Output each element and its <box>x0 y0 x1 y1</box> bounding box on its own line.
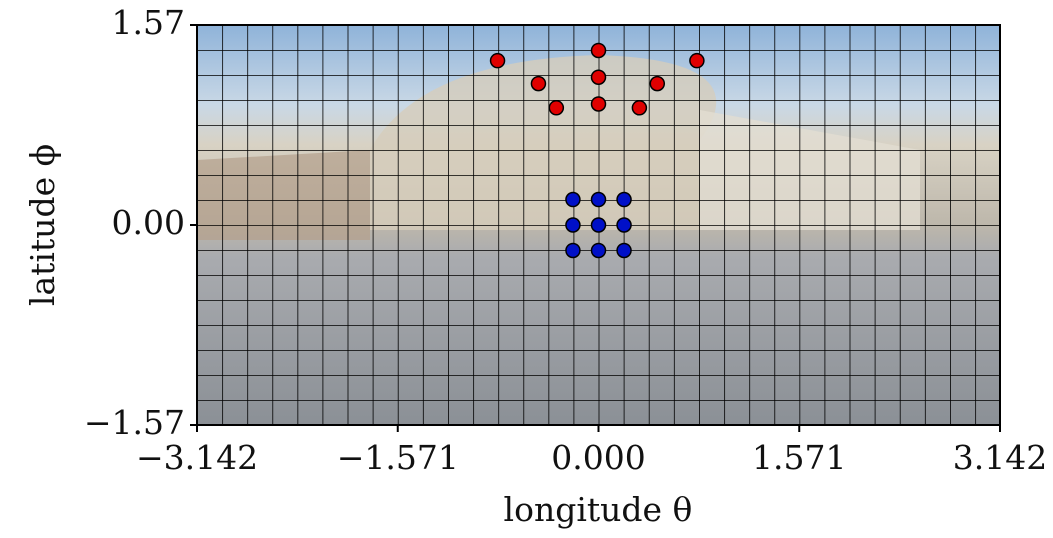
point <box>566 218 580 232</box>
point <box>617 193 631 207</box>
point <box>632 101 646 115</box>
point <box>531 77 545 91</box>
point <box>592 193 606 207</box>
chart: longitude θ latitude ϕ −3.142−1.5710.000… <box>0 0 1053 538</box>
y-axis-label: latitude ϕ <box>23 144 62 306</box>
point <box>592 243 606 257</box>
point <box>491 54 505 68</box>
point <box>549 101 563 115</box>
point <box>592 43 606 57</box>
point <box>650 77 664 91</box>
point <box>690 54 704 68</box>
y-tick-label: 0.00 <box>112 203 185 242</box>
point <box>592 70 606 84</box>
y-tick-label: 1.57 <box>112 3 185 42</box>
point <box>566 193 580 207</box>
x-tick-label: 0.000 <box>551 438 645 477</box>
x-axis-label: longitude θ <box>504 490 693 529</box>
x-tick-label: 3.142 <box>953 438 1047 477</box>
point <box>592 218 606 232</box>
point <box>617 218 631 232</box>
y-tick-label: −1.57 <box>84 403 185 442</box>
point <box>592 97 606 111</box>
point <box>617 243 631 257</box>
x-tick-label: −1.571 <box>337 438 459 477</box>
x-tick-label: −3.142 <box>136 438 258 477</box>
x-tick-label: 1.571 <box>752 438 846 477</box>
point <box>566 243 580 257</box>
